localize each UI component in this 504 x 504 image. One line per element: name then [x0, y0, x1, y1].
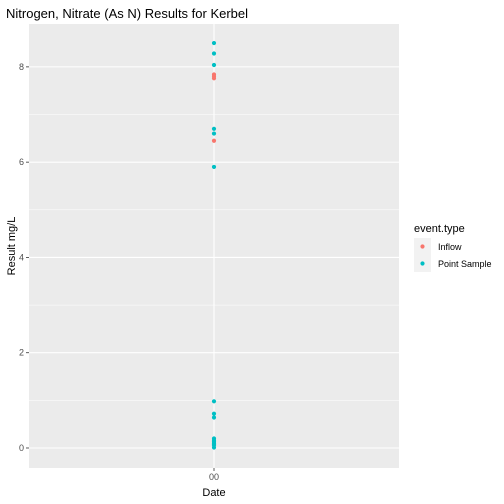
- data-point: [211, 131, 217, 136]
- legend-marker: [420, 261, 425, 266]
- y-axis-label: Result mg/L: [6, 217, 18, 276]
- y-tick-label: 0: [19, 443, 24, 453]
- data-point: [211, 411, 217, 416]
- data-point: [211, 40, 217, 46]
- legend-label: Point Sample: [438, 259, 492, 269]
- data-point: [211, 62, 217, 68]
- data-point: [211, 415, 217, 420]
- data-point: [211, 164, 217, 170]
- y-tick-label: 4: [19, 252, 24, 262]
- y-tick-label: 8: [19, 62, 24, 72]
- data-point: [211, 51, 217, 56]
- chart-title: Nitrogen, Nitrate (As N) Results for Ker…: [6, 6, 248, 21]
- legend: event.type Inflow Point Sample: [414, 223, 492, 272]
- data-point: [211, 126, 217, 131]
- y-tick-label: 6: [19, 157, 24, 167]
- x-axis-label: Date: [202, 487, 225, 499]
- data-points: [211, 40, 217, 450]
- y-tick-label: 2: [19, 348, 24, 358]
- legend-label: Inflow: [438, 242, 462, 252]
- data-point: [211, 399, 217, 404]
- legend-marker: [420, 244, 425, 249]
- x-axis: 00: [209, 468, 219, 482]
- data-point: [211, 76, 217, 81]
- legend-title: event.type: [414, 223, 465, 235]
- grid-lines: [29, 24, 399, 468]
- data-point: [211, 138, 217, 143]
- y-axis: 0 2 4 6 8: [19, 62, 29, 453]
- data-point: [211, 445, 217, 450]
- x-tick-label: 00: [209, 472, 219, 482]
